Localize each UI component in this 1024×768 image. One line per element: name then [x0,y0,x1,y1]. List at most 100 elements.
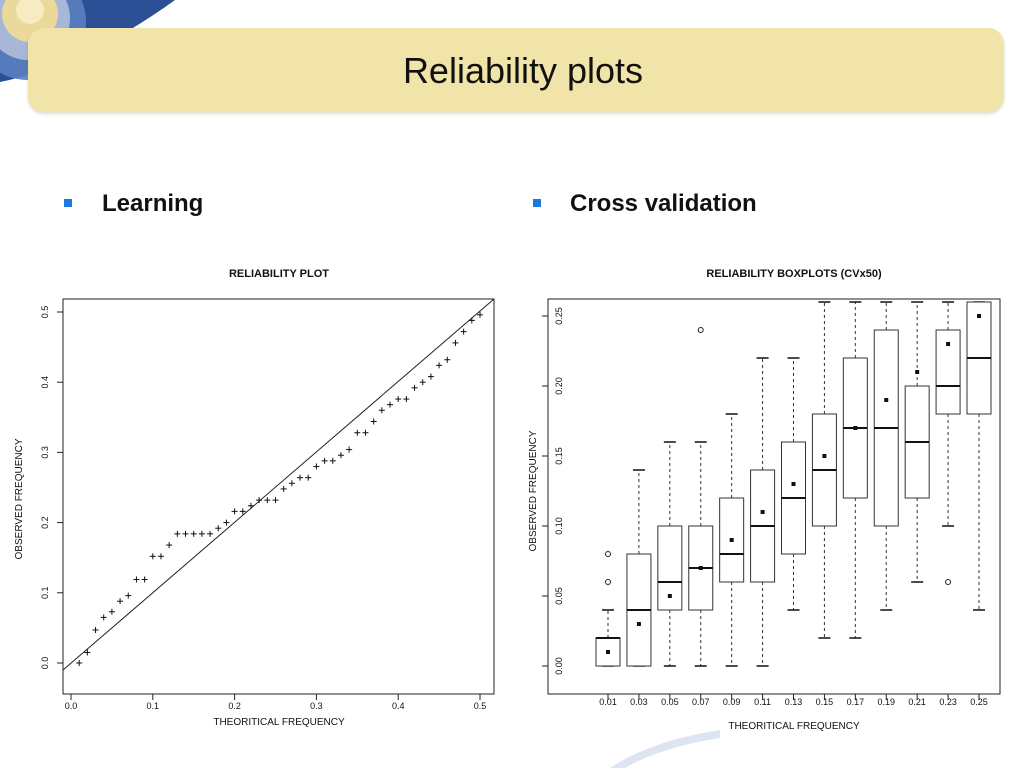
x-tick-label: 0.03 [630,697,648,707]
data-point [346,446,353,453]
y-axis-label: OBSERVED FREQUENCY [14,438,25,559]
plot-frame [62,298,495,695]
slide-title: Reliability plots [402,50,644,91]
title-banner [28,28,1004,112]
boxplot-0.07 [688,327,714,667]
boxplot-0.21 [904,301,930,583]
data-point [280,485,287,492]
mean-marker [636,622,641,626]
data-point [231,508,238,515]
box [657,525,683,611]
mean-marker [884,398,889,402]
data-point [157,553,164,560]
data-point [182,530,189,537]
data-point [313,463,320,470]
mean-marker [791,482,796,486]
data-point [337,452,344,459]
boxplot-0.23 [935,301,961,585]
outlier [945,579,952,585]
outlier [605,579,611,585]
y-tick-label: 0.2 [40,516,50,529]
x-tick-label: 0.15 [816,697,834,707]
y-tick-label: 0.00 [554,657,564,675]
data-point [92,627,99,634]
data-point [387,401,394,408]
data-point [207,530,214,537]
data-point [403,396,410,403]
data-point [239,508,246,515]
mean-marker [760,510,765,514]
mean-marker [853,426,858,430]
data-point [452,339,459,346]
data-point [125,592,132,599]
data-point [190,530,197,537]
bullet-cross-validation: Cross validation [570,190,757,217]
bullet-marker [64,199,72,207]
data-point [378,407,385,414]
y-tick-label: 0.5 [40,306,50,319]
data-point [297,474,304,481]
reliability-plot: RELIABILITY PLOT 0.0 0.1 0.2 0.3 0.4 0.5 0.0 0.… [14,268,495,728]
data-point [460,328,467,335]
reference-line [62,298,495,671]
mean-marker [698,566,703,570]
x-tick-label: 0.4 [392,701,405,711]
boxplot-0.09 [719,413,745,667]
mean-marker [915,370,920,374]
y-tick-label: 0.25 [554,307,564,325]
data-point [477,311,483,318]
data-point [395,396,402,403]
x-tick-label: 0.23 [939,697,957,707]
mean-marker [667,594,672,598]
data-point [264,497,271,504]
x-tick-label: 0.01 [599,697,617,707]
y-tick-label: 0.4 [40,376,50,389]
y-tick-label: 0.20 [554,377,564,395]
data-point [215,525,222,532]
data-point [133,576,140,583]
bullet-learning: Learning [102,190,204,217]
mean-marker [729,538,734,542]
data-point [362,429,369,436]
chart-title: RELIABILITY PLOT [229,268,329,280]
boxplot-0.01 [595,551,621,667]
data-point [370,418,377,425]
outlier [605,551,611,557]
data-point [305,474,312,481]
x-axis-label: THEORITICAL FREQUENCY [213,717,345,728]
x-tick-label: 0.21 [908,697,926,707]
x-tick-label: 0.1 [147,701,160,711]
x-tick-label: 0.09 [723,697,741,707]
x-tick-label: 0.05 [661,697,679,707]
y-tick-label: 0.1 [40,587,50,600]
data-point [84,649,91,656]
boxplot-0.03 [626,469,652,667]
x-tick-label: 0.13 [785,697,803,707]
data-point [256,497,263,504]
boxplot-0.05 [657,441,683,667]
x-tick-label: 0.11 [754,697,771,707]
data-point [354,429,361,436]
chart-title: RELIABILITY BOXPLOTS (CVx50) [706,268,882,280]
data-point [272,497,279,504]
mean-marker [822,454,827,458]
y-tick-label: 0.0 [40,657,50,670]
data-point [117,598,124,605]
boxplot-0.15 [811,301,837,639]
x-tick-label: 0.5 [474,701,487,711]
boxplot-0.13 [781,357,806,611]
data-point [149,553,156,560]
data-point [444,356,451,363]
data-point [419,379,426,386]
data-point [223,519,230,526]
y-tick-label: 0.10 [554,517,564,535]
mean-marker [946,342,951,346]
data-point [166,542,173,549]
reliability-boxplots: RELIABILITY BOXPLOTS (CVx50) 0.00 0.05 0.1… [528,268,1001,732]
data-point [174,530,181,537]
y-tick-label: 0.3 [40,446,50,459]
data-point [108,608,115,615]
boxplot-0.17 [842,301,868,639]
data-point [321,457,328,464]
x-tick-label: 0.3 [310,701,323,711]
